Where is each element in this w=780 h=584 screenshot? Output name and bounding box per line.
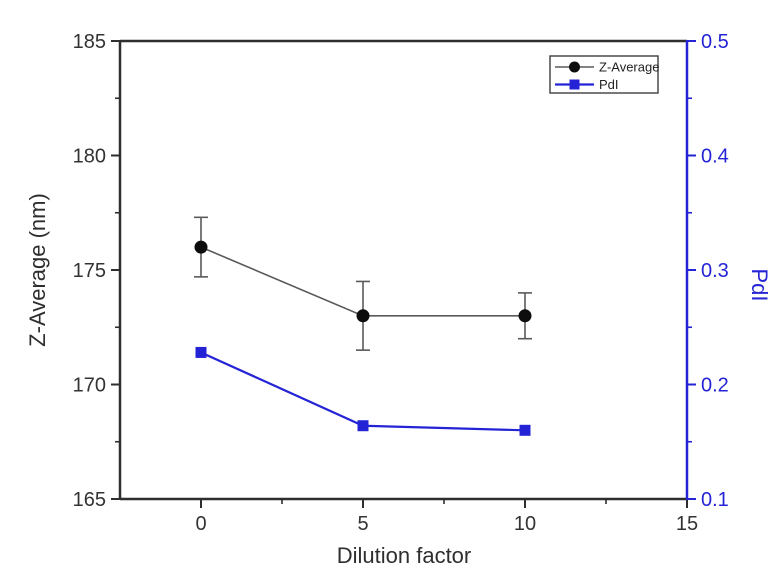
left-tick-label: 185 (73, 31, 106, 53)
left-tick-label: 165 (73, 489, 106, 511)
x-tick-label: 0 (195, 513, 206, 535)
left-tick-label: 175 (73, 260, 106, 282)
data-point-z-average (356, 309, 370, 323)
right-axis-title: PdI (747, 268, 772, 301)
legend-label: PdI (599, 77, 619, 92)
x-tick-label: 15 (676, 513, 698, 535)
legend-label: Z-Average (599, 60, 659, 75)
data-point-z-average (518, 309, 532, 323)
data-point-z-average (194, 240, 208, 254)
right-tick-label: 0.5 (701, 31, 729, 53)
left-tick-label: 180 (73, 146, 106, 168)
data-point-pdi (357, 420, 369, 432)
left-axis-title: Z-Average (nm) (25, 193, 50, 347)
right-tick-label: 0.2 (701, 375, 729, 397)
right-tick-label: 0.4 (701, 146, 729, 168)
data-point-pdi (195, 346, 207, 358)
left-tick-label: 170 (73, 375, 106, 397)
right-tick-label: 0.3 (701, 260, 729, 282)
x-axis-title: Dilution factor (337, 543, 472, 568)
series-line-pdi (200, 351, 526, 432)
data-point-pdi (519, 424, 531, 436)
legend-box (549, 55, 659, 94)
legend-marker-square (569, 79, 580, 90)
right-tick-label: 0.1 (701, 489, 729, 511)
legend-marker-circle (569, 61, 580, 73)
x-tick-label: 5 (357, 513, 368, 535)
x-tick-label: 10 (514, 513, 536, 535)
